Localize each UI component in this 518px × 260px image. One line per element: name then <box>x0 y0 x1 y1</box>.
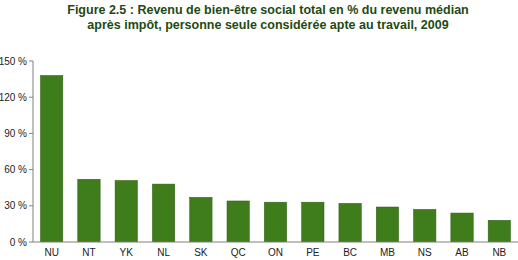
x-tick-label: NT <box>82 247 95 258</box>
y-tick-label: 150 % <box>0 56 27 67</box>
y-tick-label: 0 % <box>10 237 27 248</box>
bar <box>339 203 361 242</box>
bar <box>78 179 100 242</box>
y-tick <box>29 169 33 170</box>
bar <box>40 75 62 242</box>
bar <box>115 180 137 242</box>
chart-svg: Figure 2.5 : Revenu de bien-être social … <box>0 0 518 260</box>
x-tick-label: MB <box>380 247 395 258</box>
bar <box>376 207 398 242</box>
x-axis <box>33 242 518 243</box>
x-tick-label: ON <box>268 247 283 258</box>
x-tick-label: BC <box>343 247 357 258</box>
bar <box>488 220 510 242</box>
x-tick-label: NU <box>44 247 58 258</box>
x-tick-label: PE <box>306 247 320 258</box>
y-tick-label: 90 % <box>4 128 27 139</box>
bar <box>451 213 473 242</box>
y-tick-label: 30 % <box>4 200 27 211</box>
y-tick <box>29 97 33 98</box>
y-tick <box>29 205 33 206</box>
chart-container: Figure 2.5 : Revenu de bien-être social … <box>0 0 518 260</box>
bar <box>190 197 212 242</box>
y-axis <box>33 61 34 242</box>
bar <box>264 202 286 242</box>
bar <box>414 209 436 242</box>
x-tick-label: NB <box>492 247 506 258</box>
x-tick-label: YK <box>120 247 134 258</box>
bar <box>227 201 249 242</box>
y-tick <box>29 242 33 243</box>
x-tick-label: QC <box>231 247 246 258</box>
x-tick-label: NL <box>157 247 170 258</box>
x-tick-label: SK <box>194 247 208 258</box>
chart-title: Figure 2.5 : Revenu de bien-être social … <box>67 3 469 32</box>
y-tick-label: 60 % <box>4 164 27 175</box>
y-tick <box>29 61 33 62</box>
x-tick-label: NS <box>418 247 432 258</box>
y-tick-label: 120 % <box>0 92 27 103</box>
x-tick-label: AB <box>455 247 469 258</box>
y-tick <box>29 133 33 134</box>
bar <box>302 202 324 242</box>
bar <box>152 184 174 242</box>
bars <box>40 75 510 242</box>
